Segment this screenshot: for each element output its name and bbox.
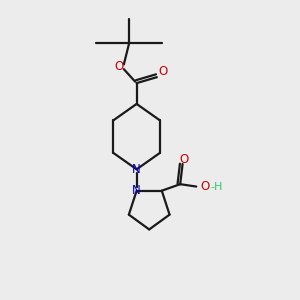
Text: O: O (179, 153, 189, 166)
Text: O: O (114, 60, 123, 73)
Text: O: O (201, 180, 210, 193)
Text: O: O (158, 65, 167, 78)
Text: N: N (132, 163, 141, 176)
Text: N: N (132, 184, 141, 197)
Text: -H: -H (210, 182, 223, 192)
